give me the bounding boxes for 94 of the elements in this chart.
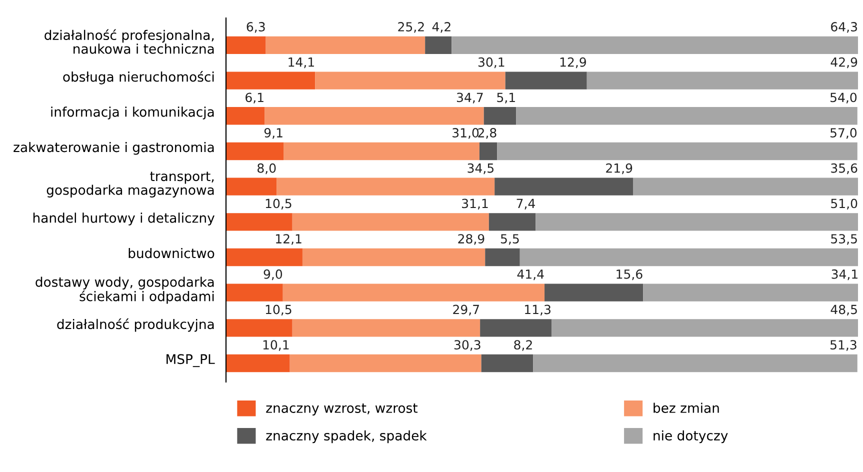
legend-label: bez zmian	[654, 402, 719, 413]
data-label: 5,1	[497, 92, 515, 104]
data-label: 9,1	[264, 128, 282, 139]
data-label: 12,1	[276, 234, 302, 245]
data-label: 4,2	[432, 22, 450, 33]
data-label: 31,1	[462, 198, 488, 210]
y-tick-label: transport, gospodarka magazynowa	[46, 172, 214, 198]
bar	[226, 36, 266, 54]
bar	[266, 36, 426, 54]
bar	[292, 213, 489, 231]
bar	[505, 72, 587, 90]
bar	[480, 319, 552, 337]
data-label: 15,6	[616, 269, 642, 280]
y-tick-label: dostawy wody, gospodarka ściekami i odpadami	[36, 276, 214, 304]
bar	[544, 284, 644, 302]
data-label: 51,3	[830, 340, 856, 351]
data-label: 51,0	[831, 198, 858, 210]
bar	[494, 178, 634, 196]
bar	[226, 248, 302, 266]
bar	[264, 107, 484, 125]
data-label: 34,7	[456, 92, 483, 104]
bar	[452, 36, 858, 54]
bar	[643, 284, 858, 302]
bar	[479, 142, 498, 160]
bar	[226, 213, 292, 231]
legend-label: znaczny wzrost, wzrost	[266, 404, 418, 416]
y-tick-label: MSP_PL	[166, 354, 215, 368]
bar	[551, 319, 858, 337]
data-label: 42,9	[830, 57, 858, 68]
y-tick-label: budownictwo	[128, 248, 214, 258]
data-label: 34,5	[468, 163, 494, 174]
bar	[315, 72, 506, 90]
data-label: 54,0	[830, 92, 857, 104]
data-label: 28,9	[458, 234, 484, 245]
y-tick-label: handel hurtowy i detaliczny	[33, 212, 214, 226]
bar	[226, 319, 292, 337]
data-label: 6,3	[246, 22, 265, 33]
bar	[226, 178, 277, 196]
data-label: 8,2	[514, 340, 532, 351]
data-label: 48,5	[830, 304, 857, 316]
data-label: 64,3	[831, 22, 857, 33]
bar	[292, 319, 480, 337]
data-label: 31,0	[452, 128, 479, 139]
bar	[290, 354, 482, 372]
bar	[633, 178, 858, 196]
data-label: 21,9	[606, 163, 632, 174]
bar	[488, 213, 536, 231]
bar	[484, 107, 516, 125]
bar	[516, 107, 858, 125]
bar	[276, 178, 495, 196]
data-label: 30,1	[478, 57, 504, 68]
data-label: 30,3	[454, 340, 480, 351]
bar	[226, 72, 316, 90]
bar	[536, 213, 858, 231]
y-tick-label: zakwaterowanie i gastronomia	[14, 142, 214, 155]
bar	[497, 142, 858, 160]
bar	[226, 142, 284, 160]
data-label: 6,1	[246, 92, 264, 104]
data-label: 34,1	[832, 269, 858, 280]
legend-label: znaczny spadek, spadek	[266, 430, 427, 444]
data-label: 35,6	[831, 163, 858, 174]
data-label: 2,8	[478, 128, 496, 139]
data-label: 10,5	[266, 198, 292, 210]
y-tick-label: działalność produkcyjna	[57, 318, 214, 332]
data-label: 25,2	[398, 22, 424, 33]
data-label: 9,0	[264, 269, 282, 280]
data-label: 10,1	[263, 340, 289, 351]
y-tick-label: działalność profesjonalna, naukowa i techniczna	[44, 29, 214, 54]
bar	[284, 142, 480, 160]
data-label: 57,0	[830, 128, 857, 139]
data-label: 11,3	[525, 304, 550, 316]
data-label: 29,7	[453, 304, 479, 316]
data-label: 7,4	[516, 198, 535, 210]
bar	[302, 248, 486, 266]
bar	[533, 354, 858, 372]
bar	[520, 248, 858, 266]
bar	[226, 354, 290, 372]
data-label: 5,5	[500, 234, 519, 245]
data-label: 8,0	[258, 163, 276, 174]
data-label: 14,1	[288, 58, 314, 68]
y-tick-label: informacja i komunikacja	[51, 106, 214, 120]
bar	[226, 284, 283, 302]
data-label: 12,9	[560, 57, 586, 68]
data-label: 53,5	[831, 234, 857, 245]
y-tick-label: obsługa nieruchomości	[63, 71, 214, 84]
legend-label: nie dotyczy	[654, 430, 728, 444]
data-label: 41,4	[517, 270, 544, 280]
bar	[485, 248, 520, 266]
bar	[425, 36, 452, 54]
bar	[282, 284, 545, 302]
bar	[481, 354, 534, 372]
data-label: 10,5	[266, 304, 292, 316]
bar	[586, 72, 858, 90]
bar	[226, 107, 265, 125]
